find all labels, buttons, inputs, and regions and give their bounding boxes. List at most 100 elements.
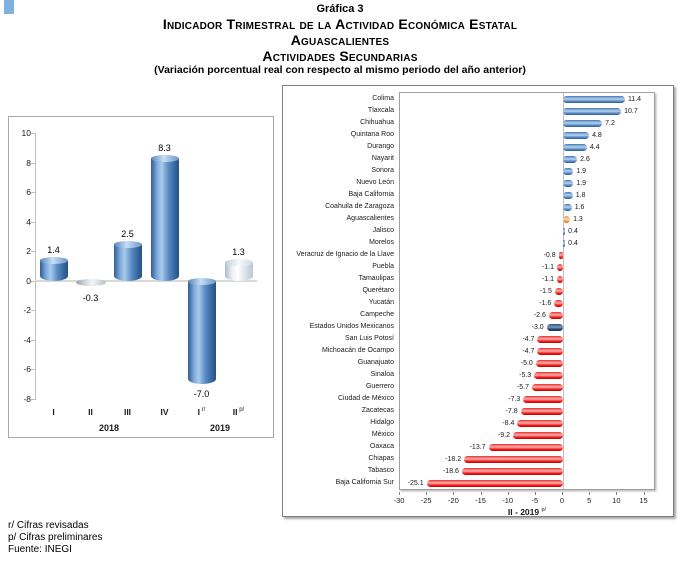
x-tick-label: -20 — [447, 496, 459, 505]
state-name-label: Sonora — [371, 166, 394, 174]
state-name-label: Jalisco — [372, 226, 394, 234]
states-x-axis-title-sup: p/ — [541, 507, 547, 514]
page-title: Indicador Trimestral de la Actividad Eco… — [162, 16, 518, 32]
state-bar — [563, 119, 603, 127]
state-bar — [563, 131, 590, 139]
x-tick-mark — [589, 492, 591, 495]
states-chart-box: Colima Tlaxcala Chihuahua Quintana Roo Duran… — [282, 85, 674, 517]
state-name-label: Durango — [367, 142, 394, 150]
graphic-number-label: Gráfica 3 — [316, 3, 364, 15]
state-name-label: Baja California Sur — [335, 478, 394, 486]
state-bar — [563, 191, 573, 199]
state-value-label: -5.0 — [520, 359, 533, 367]
state-name-label: Nuevo León — [356, 178, 394, 186]
state-name-label: Campeche — [360, 310, 394, 318]
quarter-category-label: II p/ — [232, 407, 245, 417]
state-value-label: -5.7 — [516, 383, 530, 391]
state-bar — [563, 155, 578, 163]
y-tick-label: 6 — [26, 187, 31, 198]
state-value-label: -2.6 — [533, 311, 546, 319]
quarter-bar-top-ellipse — [113, 240, 142, 248]
page-title-activity: Actividades Secundarias — [262, 48, 418, 64]
y-tick-mark — [31, 192, 35, 194]
zero-gridline — [35, 279, 257, 282]
quarter-bar — [187, 280, 216, 385]
state-value-label: -7.8 — [505, 407, 518, 415]
state-bar — [563, 95, 625, 103]
state-bar — [563, 239, 566, 247]
y-tick-mark — [31, 369, 35, 371]
state-name-label: Tlaxcala — [367, 106, 394, 114]
quarter-bar — [39, 260, 68, 281]
page-title-state: Aguascalientes — [290, 32, 390, 48]
state-value-label: 1.9 — [576, 167, 587, 175]
state-name-label: Aguascalientes — [346, 214, 394, 222]
state-value-label: -1.5 — [539, 287, 552, 295]
y-tick-mark — [31, 399, 35, 400]
states-category-labels: Colima Tlaxcala Chihuahua Quintana Roo Duran… — [287, 92, 399, 490]
y-tick-mark — [31, 221, 35, 223]
state-bar — [557, 275, 563, 283]
state-value-label: -13.7 — [469, 443, 486, 451]
quarter-category-label: I — [52, 407, 55, 417]
state-value-label: 1.9 — [576, 179, 587, 187]
quarterly-plot-area: 1.4 -0.3 2.5 8.3 -7.0 1.3 — [35, 133, 257, 399]
quarter-bar-silver-disc — [75, 278, 106, 286]
state-name-label: México — [371, 430, 394, 438]
state-bar — [548, 311, 563, 319]
year-label: 2019 — [209, 423, 231, 433]
chart-title-block: Gráfica 3 Indicador Trimestral de la Act… — [0, 2, 680, 77]
state-value-label: -18.2 — [445, 455, 462, 463]
x-tick-mark — [426, 492, 428, 495]
state-name-label: Quintana Roo — [350, 130, 394, 138]
x-tick-label: -25 — [420, 496, 432, 505]
x-tick-label: 10 — [612, 496, 621, 505]
state-value-label: -4.7 — [522, 335, 535, 343]
states-x-axis-title: II - 2019 p/ — [399, 507, 655, 517]
x-tick-label: 0 — [559, 496, 565, 505]
state-value-label: 4.4 — [589, 143, 600, 151]
quarter-bar-top-ellipse — [187, 277, 216, 285]
year-label: 2018 — [98, 423, 120, 433]
state-bar — [464, 455, 563, 463]
state-bar — [426, 479, 563, 487]
y-tick-mark — [31, 162, 35, 164]
state-name-label: Colima — [372, 94, 394, 102]
state-value-label: 1.6 — [574, 203, 585, 211]
state-value-label: 7.2 — [605, 119, 615, 127]
quarter-category-label: III — [123, 407, 132, 417]
state-bar — [537, 347, 563, 355]
state-bar — [558, 251, 563, 259]
quarter-bar — [150, 158, 179, 281]
state-value-label: -4.7 — [522, 347, 535, 355]
x-tick-mark — [399, 492, 400, 495]
x-tick-label: -10 — [502, 496, 514, 505]
x-tick-mark — [480, 492, 482, 495]
y-tick-label: -8 — [23, 394, 31, 404]
x-tick-label: -5 — [531, 496, 539, 505]
y-tick-label: 8 — [26, 157, 31, 168]
state-name-label: Tabasco — [367, 466, 394, 474]
state-name-label: Morelos — [369, 238, 394, 246]
quarterly-chart-box: 1.4 -0.3 2.5 8.3 -7.0 1.3 10 8 6 4 2 0 -2 -4 -6 -8 I II I… — [8, 116, 274, 438]
state-bar — [557, 263, 563, 271]
state-name-label: Puebla — [372, 262, 394, 270]
y-tick-mark — [31, 133, 35, 134]
footnote-preliminary: p/ Cifras preliminares — [8, 532, 103, 543]
state-bar — [563, 215, 571, 223]
state-bar — [517, 419, 563, 427]
state-bar — [461, 467, 563, 475]
state-value-label: -7.3 — [508, 395, 521, 403]
quarter-bar-top-ellipse — [150, 155, 179, 163]
state-name-label: Oaxaca — [369, 442, 394, 450]
state-name-label: Nayarit — [371, 154, 394, 162]
state-value-label: -8.4 — [502, 419, 515, 427]
y-tick-label: -4 — [23, 334, 31, 345]
state-value-label: -0.8 — [543, 251, 556, 259]
state-name-label: Tamaulipas — [358, 274, 394, 282]
state-name-label: Zacatecas — [361, 406, 394, 414]
state-value-label: -5.3 — [519, 371, 532, 379]
state-name-label: Guerrero — [365, 382, 394, 390]
states-x-axis-ticks: -30 -25 -20 -15 -10 -5 0 5 10 15 — [394, 492, 655, 506]
page-subtitle: (Variación porcentual real con respecto … — [154, 64, 526, 76]
